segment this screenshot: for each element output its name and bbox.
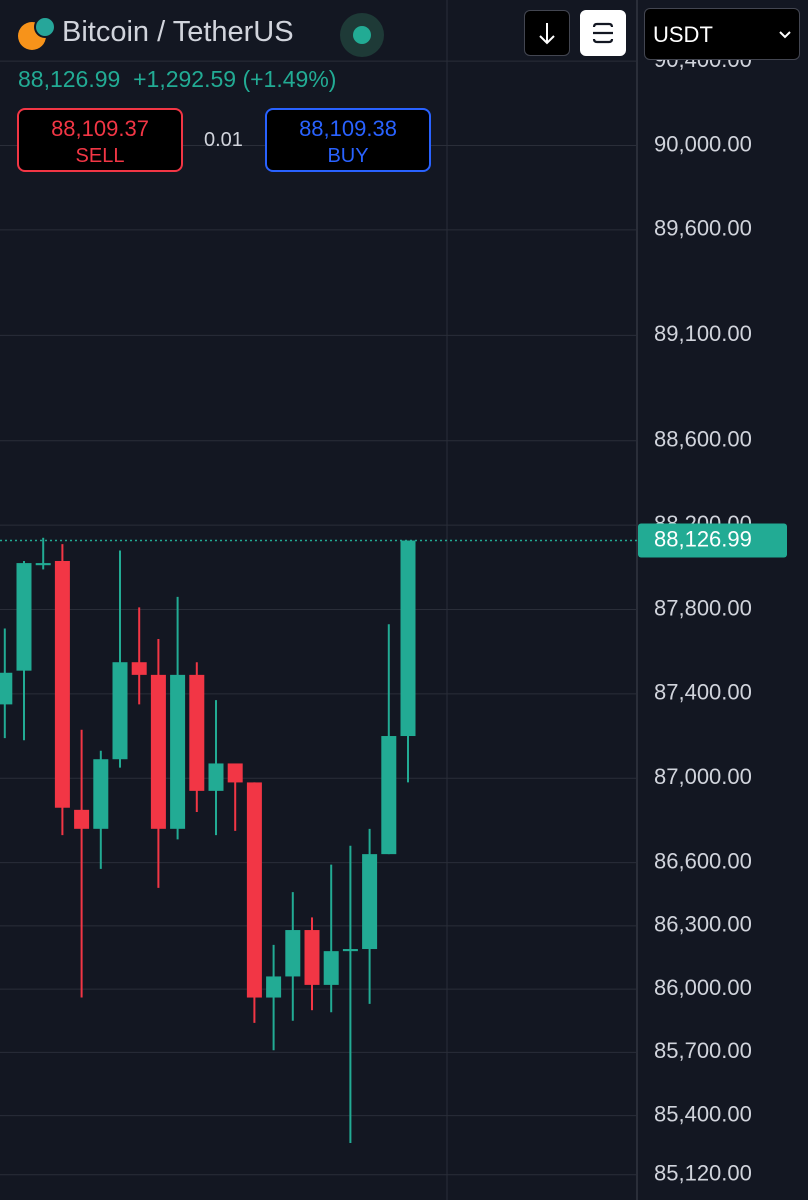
candle-body (227, 763, 243, 783)
candle-body (170, 674, 186, 829)
tether-icon (34, 16, 56, 38)
candle-body (208, 763, 224, 791)
candle-body (323, 951, 339, 985)
price-change: +1,292.59 (+1.49%) (133, 66, 337, 92)
candle-body (0, 672, 13, 705)
candle-body (362, 854, 378, 950)
header-price: 88,126.99 +1,292.59 (+1.49%) (18, 66, 336, 93)
y-tick-label: 85,700.00 (654, 1038, 752, 1063)
candle-body (304, 930, 320, 985)
candle-body (112, 662, 128, 760)
y-tick-label: 86,300.00 (654, 912, 752, 937)
candle-body (266, 976, 282, 998)
candle-body (131, 662, 147, 675)
symbol-title: Bitcoin / TetherUS (62, 16, 294, 48)
currency-dropdown[interactable]: USDT (644, 8, 800, 60)
last-price-badge (638, 523, 787, 558)
spread: 0.01 (204, 129, 243, 151)
candle-body (381, 736, 397, 855)
chevron (779, 31, 791, 39)
y-tick-label: 89,100.00 (654, 321, 752, 346)
candle-body (246, 782, 262, 998)
y-tick-label: 89,600.00 (654, 216, 752, 241)
candle-body (400, 540, 416, 737)
y-tick-label: 86,000.00 (654, 975, 752, 1000)
layout-button[interactable] (580, 10, 626, 56)
candle-body (342, 949, 358, 952)
y-tick-label: 87,800.00 (654, 595, 752, 620)
y-tick-label: 87,000.00 (654, 764, 752, 789)
candle-body (74, 809, 90, 829)
y-tick-label: 85,120.00 (654, 1161, 752, 1186)
down-arrow-icon (539, 23, 555, 45)
sell-button[interactable]: 88,109.37 SELL (17, 108, 183, 172)
scroll-button[interactable] (524, 10, 570, 56)
y-tick-label: 87,400.00 (654, 680, 752, 705)
market-status (340, 13, 384, 57)
candle-body (35, 563, 51, 566)
frame-icon (592, 22, 614, 44)
candle-body (189, 674, 205, 791)
candle-body (285, 930, 301, 977)
y-tick-label: 85,400.00 (654, 1101, 752, 1126)
currency: USDT (653, 22, 713, 47)
candle-body (54, 560, 70, 808)
y-tick-label: 90,000.00 (654, 131, 752, 156)
buy-label: BUY (327, 145, 369, 167)
buy-button[interactable]: 88,109.38 BUY (265, 108, 431, 172)
y-tick-label: 86,600.00 (654, 848, 752, 873)
candle-body (16, 563, 32, 671)
sell-label: SELL (75, 145, 125, 167)
candle-body (93, 759, 109, 829)
last-price-label: 88,126.99 (654, 526, 752, 551)
y-tick-label: 88,600.00 (654, 427, 752, 452)
sell-price: 88,109.37 (51, 116, 149, 141)
candle-body (150, 674, 166, 829)
buy-price: 88,109.38 (299, 116, 397, 141)
last-price: 88,126.99 (18, 66, 121, 92)
